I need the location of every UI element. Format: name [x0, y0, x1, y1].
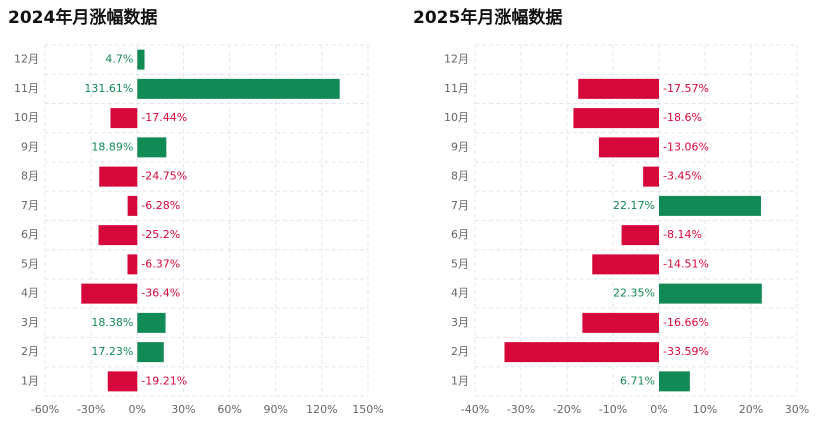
y-tick-label: 3月: [451, 316, 469, 329]
x-tick-label: -30%: [77, 403, 105, 416]
value-label: 17.23%: [91, 345, 133, 358]
y-tick-label: 4月: [451, 287, 469, 300]
bar: [659, 371, 690, 392]
x-tick-label: 30%: [171, 403, 195, 416]
y-tick-label: 11月: [14, 82, 39, 95]
x-tick-label: 90%: [263, 403, 287, 416]
value-label: 6.71%: [620, 374, 655, 387]
bar: [81, 283, 138, 304]
y-tick-label: 10月: [444, 111, 469, 124]
value-label: 131.61%: [84, 82, 133, 95]
value-label: -19.21%: [141, 374, 187, 387]
y-tick-label: 7月: [451, 199, 469, 212]
value-label: 4.7%: [105, 53, 133, 66]
value-label: -33.59%: [663, 345, 709, 358]
bar: [137, 137, 167, 158]
chart-title: 2024年月涨幅数据: [8, 7, 157, 28]
y-tick-label: 11月: [444, 82, 469, 95]
bar: [107, 371, 138, 392]
y-tick-label: 7月: [21, 199, 39, 212]
value-label: -25.2%: [141, 228, 180, 241]
value-label: -8.14%: [663, 228, 702, 241]
bar: [582, 312, 659, 333]
y-tick-label: 1月: [451, 374, 469, 387]
bar: [137, 312, 166, 333]
bar: [504, 342, 659, 363]
y-tick-label: 12月: [444, 53, 469, 66]
value-label: 22.35%: [613, 287, 655, 300]
value-label: -18.6%: [663, 111, 702, 124]
x-tick-label: 150%: [352, 403, 383, 416]
y-tick-label: 9月: [451, 140, 469, 153]
bar: [598, 137, 659, 158]
x-tick-label: 60%: [217, 403, 241, 416]
bar: [621, 225, 659, 246]
bar: [573, 108, 659, 129]
value-label: -17.44%: [141, 111, 187, 124]
x-tick-label: 10%: [693, 403, 717, 416]
y-tick-label: 3月: [21, 316, 39, 329]
bar: [137, 78, 340, 99]
value-label: -14.51%: [663, 257, 709, 270]
x-tick-label: 120%: [306, 403, 337, 416]
chart-title: 2025年月涨幅数据: [413, 7, 562, 28]
y-tick-label: 6月: [21, 228, 39, 241]
bar: [127, 254, 138, 275]
bar: [110, 108, 138, 129]
x-tick-label: 0%: [129, 403, 146, 416]
value-label: -3.45%: [663, 170, 702, 183]
bar: [659, 195, 761, 216]
y-tick-label: 9月: [21, 140, 39, 153]
y-tick-label: 8月: [21, 170, 39, 183]
bar: [643, 166, 659, 187]
x-tick-label: -30%: [507, 403, 535, 416]
bar: [592, 254, 659, 275]
bar: [659, 283, 762, 304]
x-tick-label: 30%: [785, 403, 809, 416]
bar: [578, 78, 659, 99]
x-tick-label: 20%: [739, 403, 763, 416]
y-tick-label: 2月: [451, 345, 469, 358]
y-tick-label: 12月: [14, 53, 39, 66]
x-tick-label: -40%: [461, 403, 489, 416]
value-label: -36.4%: [141, 287, 180, 300]
x-tick-label: -20%: [553, 403, 581, 416]
y-tick-label: 5月: [21, 257, 39, 270]
bar: [98, 225, 138, 246]
bar: [137, 342, 164, 363]
x-tick-label: -10%: [599, 403, 627, 416]
y-tick-label: 5月: [451, 257, 469, 270]
bar: [137, 49, 145, 70]
value-label: -17.57%: [663, 82, 709, 95]
y-tick-label: 6月: [451, 228, 469, 241]
value-label: -6.37%: [141, 257, 180, 270]
y-tick-label: 8月: [451, 170, 469, 183]
bar: [127, 195, 138, 216]
value-label: 18.89%: [91, 140, 133, 153]
x-tick-label: -60%: [31, 403, 59, 416]
value-label: 18.38%: [91, 316, 133, 329]
value-label: -13.06%: [663, 140, 709, 153]
x-tick-label: 0%: [650, 403, 667, 416]
value-label: -16.66%: [663, 316, 709, 329]
y-tick-label: 2月: [21, 345, 39, 358]
value-label: 22.17%: [613, 199, 655, 212]
y-tick-label: 4月: [21, 287, 39, 300]
y-tick-label: 10月: [14, 111, 39, 124]
y-tick-label: 1月: [21, 374, 39, 387]
bar: [99, 166, 138, 187]
value-label: -6.28%: [141, 199, 180, 212]
value-label: -24.75%: [141, 170, 187, 183]
